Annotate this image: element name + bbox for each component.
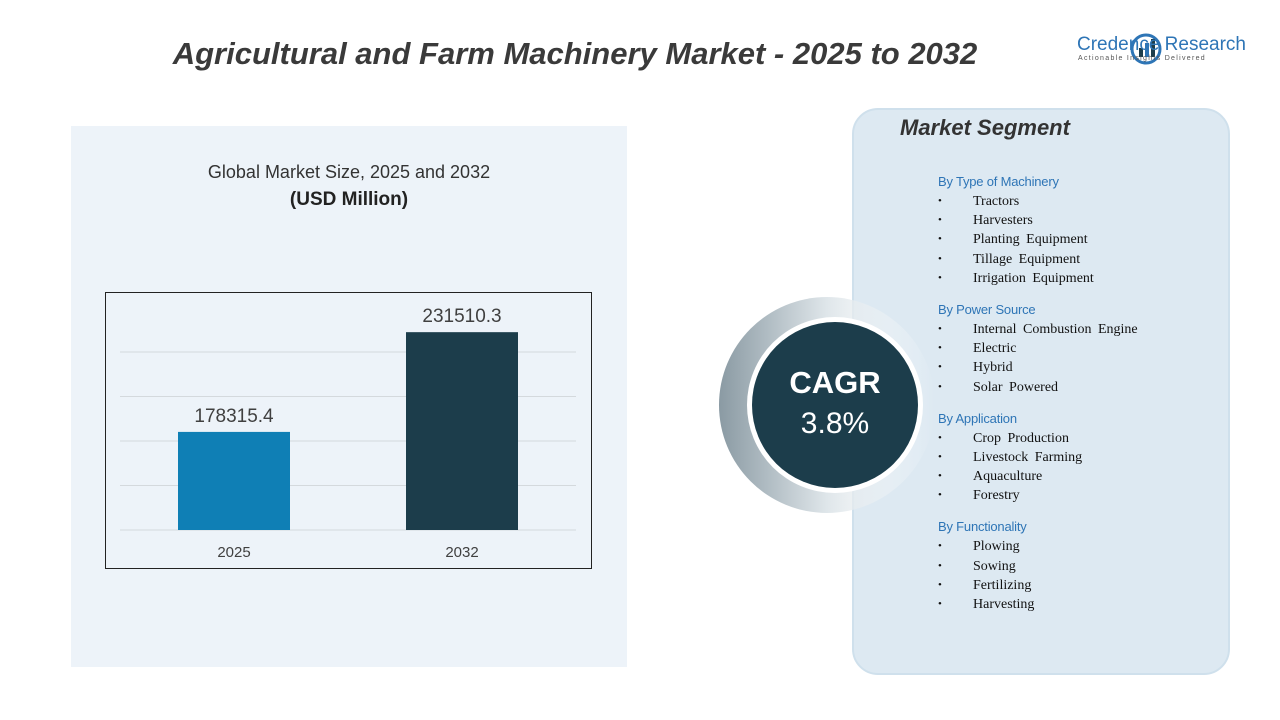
- cagr-value: 3.8%: [800, 407, 870, 440]
- logo-tagline: Actionable Insights Delivered: [1078, 55, 1206, 62]
- bar: [178, 431, 290, 530]
- chart: 178315.4 2025 231510.3 2032: [105, 292, 592, 569]
- segment-item: Plowing: [938, 537, 1218, 556]
- chart-subtitle: (USD Million): [289, 189, 409, 210]
- segment-item: Solar Powered: [938, 378, 1218, 397]
- value-label: 178315.4: [194, 406, 274, 427]
- segment-item: Hybrid: [938, 358, 1218, 377]
- cagr-badge: [719, 297, 935, 513]
- value-label: 231510.3: [422, 306, 501, 327]
- segment-heading: By Type of Machinery: [938, 174, 1059, 189]
- segment-item: Harvesting: [938, 595, 1218, 614]
- page-title: Agricultural and Farm Machinery Market -…: [172, 36, 978, 71]
- segment-item: Irrigation Equipment: [938, 269, 1218, 288]
- chart-title: Global Market Size, 2025 and 2032: [207, 162, 491, 182]
- segment-heading: By Power Source: [938, 301, 1036, 317]
- segment-heading: By Functionality: [938, 519, 1027, 535]
- logo-name: Credence Research: [1077, 34, 1246, 55]
- segment-item: Electric: [938, 339, 1218, 358]
- segment-item: Harvesters: [938, 211, 1218, 230]
- segment-item: Fertilizing: [938, 576, 1218, 595]
- segment-item: Livestock Farming: [938, 448, 1218, 467]
- segment-list: By Type of MachineryTractorsHarvestersPl…: [938, 168, 1218, 614]
- cagr-label: CAGR: [789, 365, 881, 400]
- segment-title: Market Segment: [900, 115, 1070, 140]
- segment-item: Forestry: [938, 486, 1218, 505]
- x-tick-label: 2025: [217, 544, 250, 561]
- segment-item: Tillage Equipment: [938, 250, 1218, 269]
- segment-item: Tractors: [938, 192, 1218, 211]
- bar: [406, 332, 518, 530]
- logo-icon: [1130, 33, 1162, 65]
- segment-item: Aquaculture: [938, 467, 1218, 486]
- segment-heading: By Application: [938, 410, 1017, 426]
- x-tick-label: 2032: [445, 544, 478, 561]
- segment-item: Planting Equipment: [938, 230, 1218, 249]
- segment-item: Sowing: [938, 557, 1218, 576]
- cagr-circle: [752, 322, 918, 488]
- segment-item: Crop Production: [938, 429, 1218, 448]
- segment-item: Internal Combustion Engine: [938, 320, 1218, 339]
